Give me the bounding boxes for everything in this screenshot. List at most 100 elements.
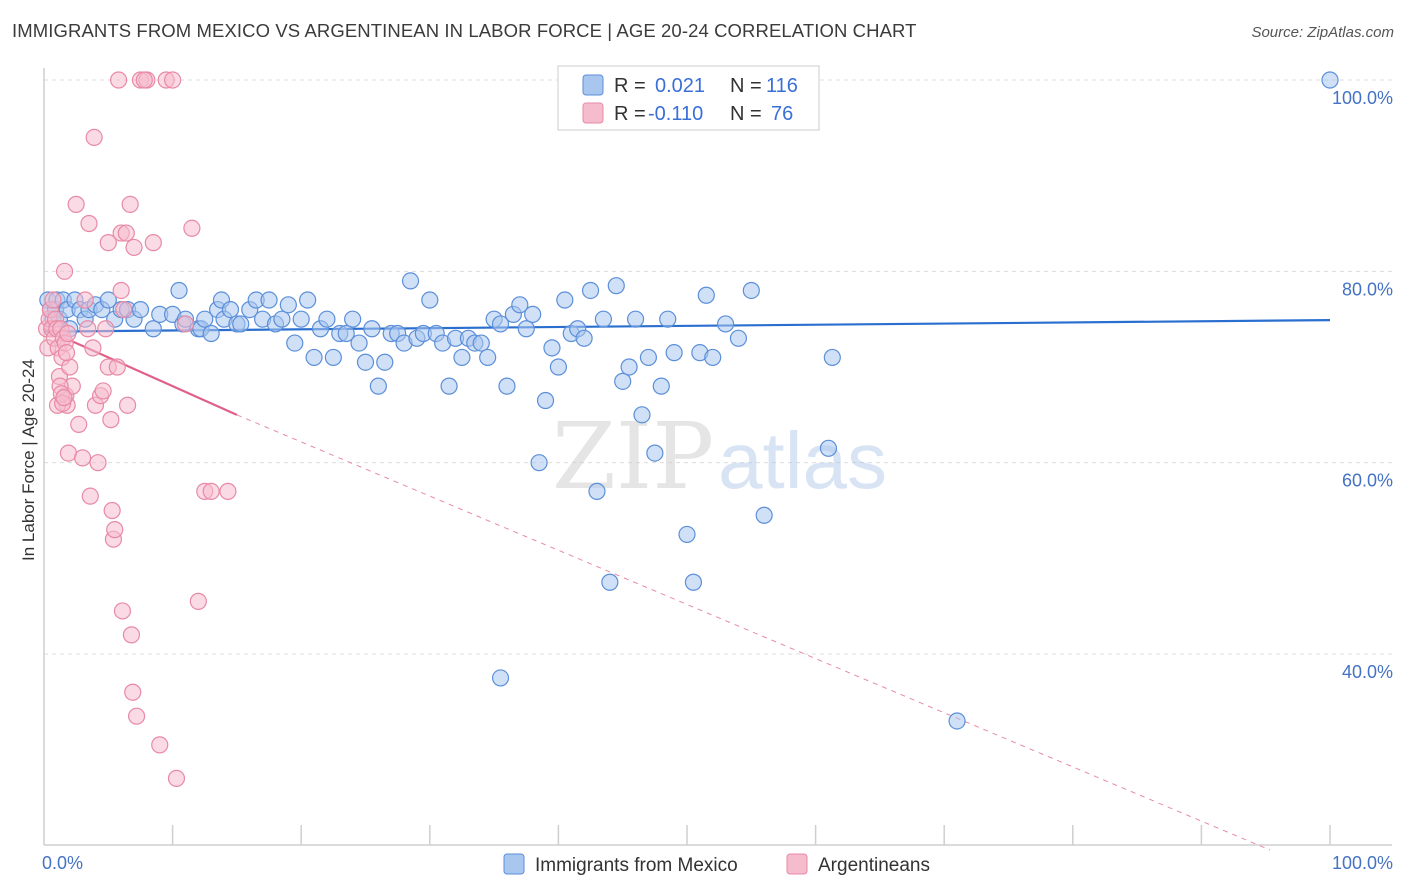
point-mexico [479,348,497,367]
point-argentinean [176,315,195,333]
x-tick-label: 100.0% [1332,853,1393,873]
point-mexico [517,320,535,338]
point-mexico [305,348,323,367]
point-mexico [742,281,760,300]
stats-r-value-mexico: 0.021 [655,75,705,97]
point-argentinean [106,521,124,539]
point-mexico [324,348,342,367]
point-argentinean [55,262,74,280]
point-argentinean [202,482,220,500]
y-tick-label: 60.0% [1342,471,1393,491]
point-argentinean [219,482,237,500]
point-argentinean [67,195,85,213]
point-mexico [614,372,632,390]
point-mexico [344,310,362,328]
point-argentinean [127,707,146,725]
point-mexico [273,310,291,328]
point-mexico [260,291,278,309]
point-argentinean [124,683,142,701]
point-mexico [607,277,625,295]
point-argentinean [167,769,186,787]
point-mexico [659,310,677,328]
point-mexico [511,296,529,314]
point-mexico [536,391,555,410]
point-mexico [99,291,117,309]
point-mexico [376,353,394,371]
point-mexico [601,573,619,591]
point-mexico [704,348,722,367]
point-argentinean [135,71,153,89]
point-argentinean [144,234,162,252]
chart-title: IMMIGRANTS FROM MEXICO VS ARGENTINEAN IN… [12,20,917,41]
point-argentinean [118,396,137,414]
data-points [37,71,1339,787]
point-mexico [350,334,368,352]
trend-line-argentinean [43,327,238,416]
x-tick-label: 0.0% [42,853,83,873]
point-argentinean [189,592,207,610]
stats-n-label-mexico: N = [730,75,762,97]
stats-r-label-mexico: R = [614,75,646,97]
point-mexico [633,406,651,424]
point-mexico [279,296,297,314]
point-argentinean [89,454,107,472]
point-mexico [232,315,250,333]
point-mexico [823,348,841,367]
point-mexico [530,454,548,472]
point-argentinean [79,320,97,338]
bottom-legend: Immigrants from Mexico Argentineans [503,853,930,876]
point-mexico [299,291,317,309]
stats-n-value-mexico: 116 [766,75,798,97]
point-mexico [575,329,593,347]
point-mexico [684,573,703,591]
trend-line-mexico [43,319,1331,333]
y-tick-label: 100.0% [1332,88,1393,108]
point-mexico [498,377,516,395]
point-argentinean [103,501,121,520]
point-argentinean [183,219,201,237]
point-argentinean [85,128,103,146]
point-mexico [639,348,658,367]
point-mexico [401,272,420,290]
point-mexico [363,320,381,338]
point-argentinean [108,358,126,376]
point-argentinean [73,449,92,467]
x-tick-labels: 0.0% 100.0% [42,853,1393,873]
point-mexico [646,444,664,462]
point-mexico [369,377,387,395]
legend-swatch-argentinean [786,853,808,875]
legend-label-argentinean: Argentineans [818,855,930,876]
point-argentinean [115,301,133,319]
point-mexico [588,482,606,500]
point-argentinean [80,214,98,233]
point-mexico [202,324,220,343]
point-mexico [144,320,162,338]
point-argentinean [164,71,182,89]
point-mexico [491,315,510,333]
point-argentinean [112,281,130,300]
y-axis-title: In Labor Force | Age 20-24 [19,359,38,561]
trend-line-argentinean-extension [236,414,1271,851]
point-argentinean [99,234,117,252]
legend-label-mexico: Immigrants from Mexico [535,855,738,876]
point-mexico [440,377,458,395]
point-mexico [716,315,735,333]
point-mexico [472,334,490,352]
point-mexico [421,291,439,309]
gridlines [44,79,1392,655]
point-mexico [543,339,561,357]
stats-legend-swatch-argentinean [582,102,604,124]
point-mexico [626,310,645,328]
stats-legend: R = 0.021 N = 116 R = -0.110 N = 76 [557,65,820,131]
point-mexico [652,377,670,395]
watermark-zip: ZIP [552,403,714,510]
point-mexico [678,525,696,544]
point-argentinean [121,195,139,213]
point-argentinean [122,626,141,644]
point-argentinean [81,487,99,505]
point-argentinean [76,291,94,309]
point-argentinean [109,71,128,89]
stats-legend-swatch-mexico [582,74,604,96]
point-mexico [549,358,568,376]
point-argentinean [59,324,77,343]
